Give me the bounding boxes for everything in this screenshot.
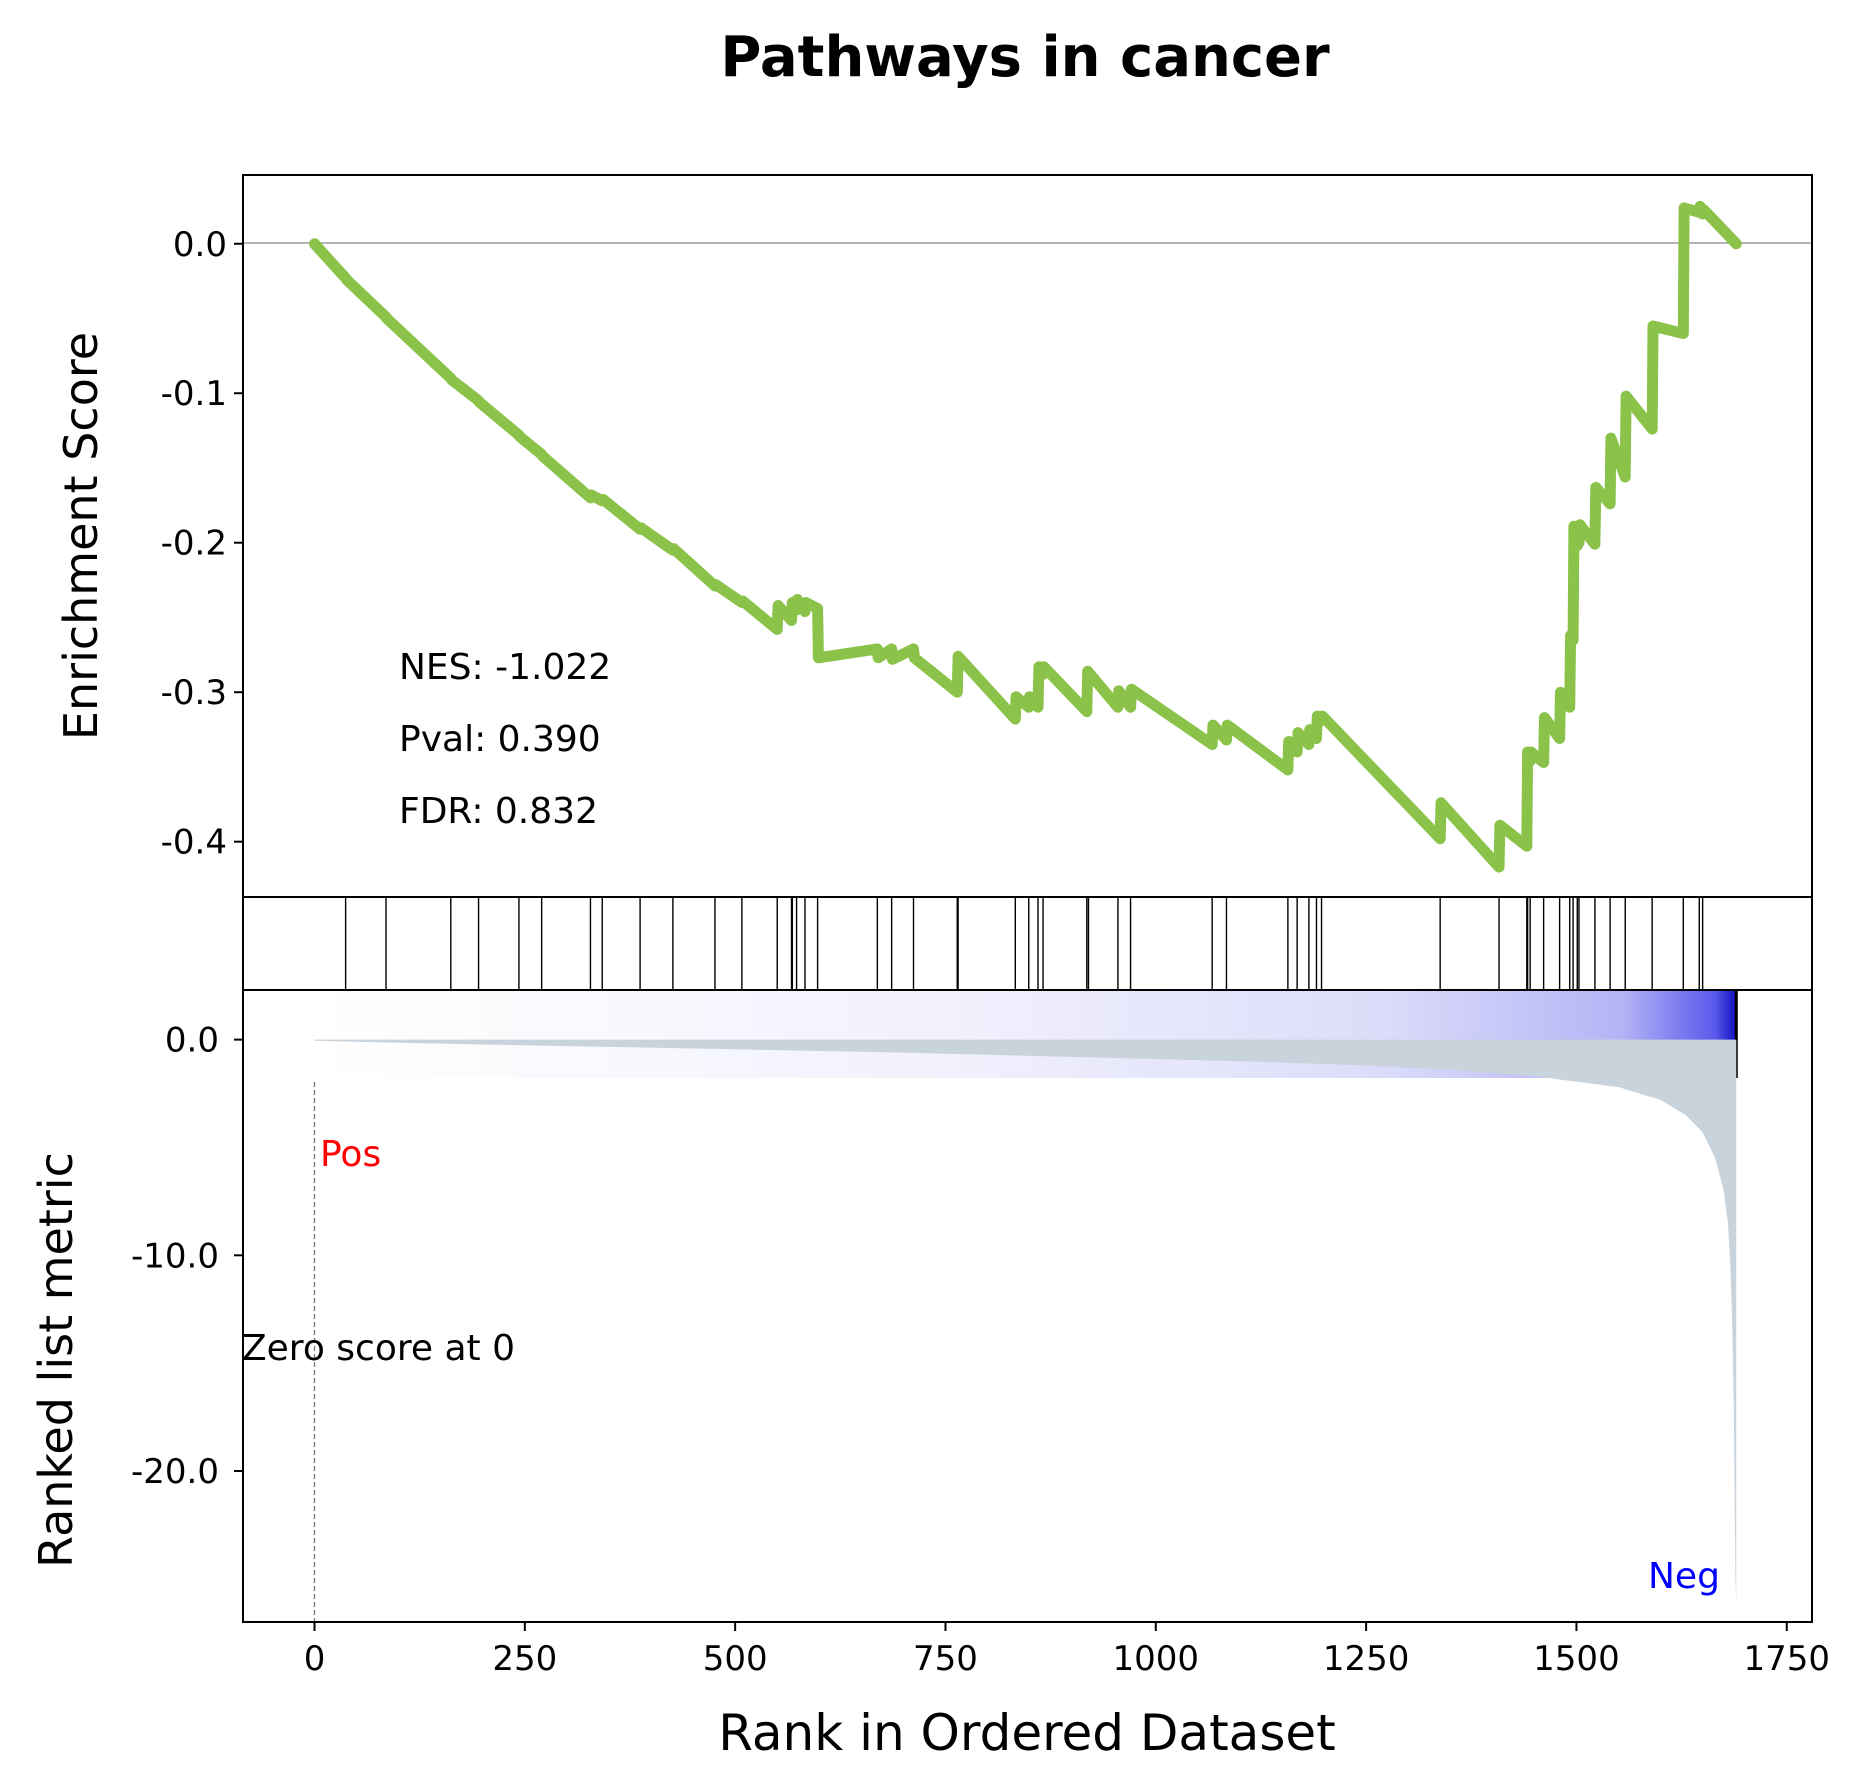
x-tick-label: 1500 — [1533, 1639, 1620, 1679]
ranked-metric-y-tick-label: 0.0 — [165, 1021, 219, 1061]
neg-label: Neg — [1648, 1556, 1720, 1597]
chart-title: Pathways in cancer — [720, 25, 1330, 90]
enrichment-score-panel: 0.0 -0.1 -0.2 -0.3 -0.4 NES: -1.022 Pval: 0.… — [54, 174, 1813, 898]
x-tick-label: 500 — [703, 1639, 768, 1679]
gene-hits-panel — [242, 896, 1813, 991]
x-axis-ticks: 0 250 500 750 1000 1250 1500 1750 — [304, 1622, 1830, 1679]
enrichment-y-tick-label: -0.1 — [161, 374, 227, 414]
enrichment-y-tick-label: 0.0 — [173, 225, 227, 265]
x-axis-label: Rank in Ordered Dataset — [718, 1704, 1335, 1762]
enrichment-score-line — [309, 200, 1742, 873]
ranked-metric-y-tick-label: -10.0 — [131, 1236, 219, 1276]
enrichment-y-tick-label: -0.3 — [161, 673, 227, 713]
pval-text: Pval: 0.390 — [399, 719, 601, 760]
ranked-metric-y-tick-label: -20.0 — [131, 1452, 219, 1492]
hit-lines — [344, 897, 1704, 990]
nes-text: NES: -1.022 — [399, 647, 611, 688]
x-tick-label: 0 — [304, 1639, 326, 1679]
enrichment-y-ticks: 0.0 -0.1 -0.2 -0.3 -0.4 — [161, 225, 243, 863]
zero-score-label: Zero score at 0 — [242, 1328, 515, 1369]
x-tick-label: 250 — [492, 1639, 557, 1679]
ranked-metric-area — [314, 1039, 1737, 1607]
x-tick-label: 750 — [913, 1639, 978, 1679]
pos-label: Pos — [320, 1134, 381, 1175]
x-tick-label: 1750 — [1743, 1639, 1830, 1679]
fdr-text: FDR: 0.832 — [399, 791, 598, 832]
enrichment-y-tick-label: -0.4 — [161, 823, 227, 863]
enrichment-y-label: Enrichment Score — [54, 332, 108, 740]
enrichment-y-tick-label: -0.2 — [161, 524, 227, 564]
ranked-metric-y-label: Ranked list metric — [29, 1152, 83, 1568]
ranked-metric-y-ticks: 0.0 -10.0 -20.0 — [131, 1021, 243, 1492]
ranked-metric-panel: 0.0 -10.0 -20.0 Pos Neg Zero score at 0 Ra… — [29, 989, 1813, 1623]
x-tick-label: 1250 — [1323, 1639, 1410, 1679]
x-tick-label: 1000 — [1113, 1639, 1200, 1679]
ranked-metric-frame — [242, 989, 1813, 1623]
